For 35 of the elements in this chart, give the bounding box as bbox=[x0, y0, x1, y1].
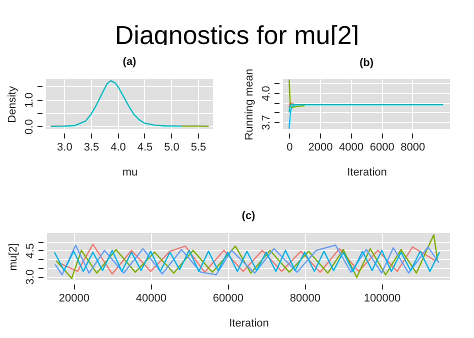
line-series bbox=[56, 234, 438, 279]
x-tick-label: 3.5 bbox=[84, 142, 100, 154]
line-series bbox=[288, 79, 306, 108]
x-tick-label: 6000 bbox=[370, 142, 394, 154]
chart-title: (b) bbox=[359, 57, 374, 70]
chart-title: (c) bbox=[242, 210, 256, 222]
y-tick-label: 0.0 bbox=[24, 119, 36, 134]
line-series bbox=[50, 80, 183, 127]
x-tick-label: 0 bbox=[286, 142, 293, 154]
x-tick-label: 5.0 bbox=[164, 142, 180, 154]
x-tick-label: 3.0 bbox=[57, 142, 72, 154]
x-tick-label: 40000 bbox=[136, 292, 166, 304]
y-axis-title: Density bbox=[6, 86, 18, 123]
y-axis-title: mu[2] bbox=[8, 243, 20, 271]
y-tick-label: 1.0 bbox=[24, 92, 36, 108]
x-axis-title: Iteration bbox=[347, 166, 387, 178]
x-tick-label: 20000 bbox=[58, 292, 90, 304]
y-tick-label: 3.0 bbox=[24, 269, 36, 285]
x-tick-label: 80000 bbox=[290, 292, 320, 304]
y-tick-label: 3.7 bbox=[260, 114, 272, 130]
line-series bbox=[54, 250, 440, 272]
x-tick-label: 60000 bbox=[212, 292, 244, 304]
x-axis-title: mu bbox=[122, 166, 138, 178]
x-tick-label: 100000 bbox=[364, 292, 401, 304]
y-tick-label: 4.5 bbox=[24, 243, 36, 259]
line-series bbox=[288, 104, 296, 129]
x-axis-title: Iteration bbox=[229, 318, 269, 330]
x-tick-label: 2000 bbox=[308, 142, 333, 154]
x-tick-label: 4.0 bbox=[110, 142, 126, 154]
y-axis-title: Running mean bbox=[244, 68, 256, 140]
chart-subtitle: (a) bbox=[122, 56, 137, 68]
x-tick-label: 4000 bbox=[339, 142, 364, 154]
x-tick-label: 4.5 bbox=[137, 142, 153, 154]
x-tick-label: 8000 bbox=[400, 142, 426, 154]
x-tick-label: 5.5 bbox=[190, 142, 206, 154]
